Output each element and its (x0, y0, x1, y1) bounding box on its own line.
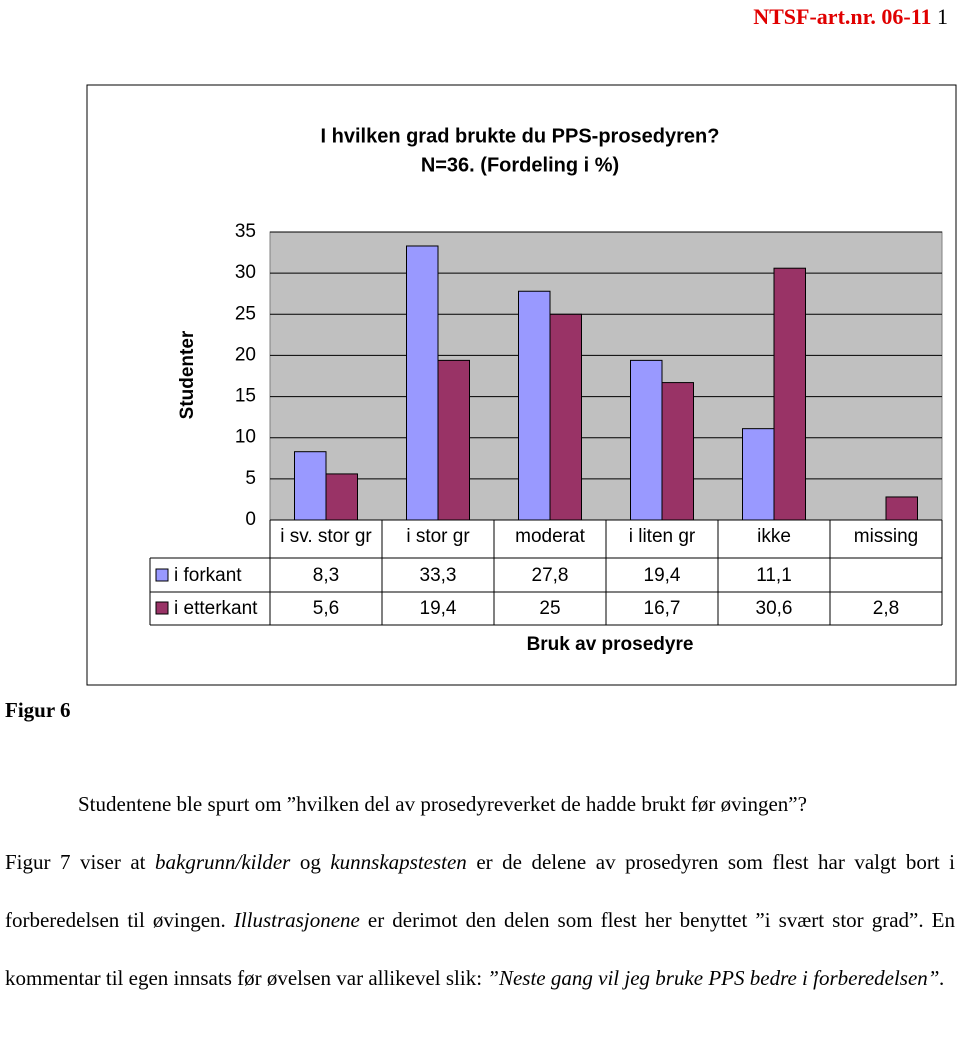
table-value: 19,4 (420, 598, 457, 619)
table-value: 2,8 (873, 598, 899, 619)
text-run: Figur 7 viser at (5, 850, 155, 874)
legend-label: i etterkant (174, 598, 258, 619)
bar (406, 245, 439, 521)
header: NTSF-art.nr. 06-11 1 (753, 4, 948, 30)
text-run: og (290, 850, 331, 874)
y-tick-label: 20 (235, 344, 256, 365)
x-tick-label: i sv. stor gr (280, 526, 372, 547)
paragraph: Figur 7 viser at bakgrunn/kilder og kunn… (5, 833, 955, 1007)
bar (661, 382, 694, 521)
text-run: kunnskapstesten (330, 850, 467, 874)
x-tick-label: i stor gr (406, 526, 470, 547)
bar (885, 496, 918, 521)
y-axis-label: Studenter (177, 330, 198, 419)
text-run: er derimot den delen som flest her benyt… (5, 908, 955, 990)
y-tick-label: 0 (245, 509, 256, 530)
text-run: Illustrasjonene (233, 908, 360, 932)
bar (549, 313, 582, 521)
chart-title: N=36. (Fordeling i %) (421, 154, 619, 176)
y-tick-label: 35 (235, 221, 256, 242)
y-tick-label: 25 (235, 303, 256, 324)
x-tick-label: moderat (515, 526, 585, 547)
y-tick-label: 30 (235, 262, 256, 283)
table-value: 27,8 (532, 565, 569, 586)
y-tick-label: 10 (235, 427, 256, 448)
ref: NTSF-art.nr. 06-11 (753, 4, 932, 29)
table-value: 19,4 (644, 565, 681, 586)
table-value: 25 (539, 598, 560, 619)
text-run: Studentene ble spurt om ”hvilken del av … (78, 792, 807, 816)
table-value: 5,6 (313, 598, 339, 619)
bar (518, 290, 551, 521)
text-run: bakgrunn/kilder (155, 850, 291, 874)
bar (325, 473, 358, 521)
x-tick-label: ikke (757, 526, 791, 547)
x-tick-label: missing (854, 526, 918, 547)
text-run: ”Neste gang vil jeg bruke PPS bedre i fo… (487, 966, 945, 990)
bar (773, 267, 806, 521)
table-value: 11,1 (756, 565, 792, 586)
figure-label: Figur 6 (5, 698, 71, 722)
y-tick-label: 5 (245, 468, 256, 489)
chart: I hvilken grad brukte du PPS-prosedyren?… (86, 84, 957, 686)
bar (437, 359, 470, 521)
bar (294, 451, 327, 521)
page-number: 1 (937, 4, 948, 29)
text-run: er de delene av prosedyren som flest har… (5, 850, 956, 932)
x-axis-label: Bruk av prosedyre (527, 634, 694, 655)
plot-area (269, 231, 943, 521)
legend-key (155, 601, 169, 615)
legend-label: i forkant (174, 565, 242, 586)
bar (742, 428, 775, 521)
bar (630, 359, 663, 521)
body-text: Studentene ble spurt om ”hvilken del av … (5, 775, 955, 1007)
x-tick-label: i liten gr (629, 526, 696, 547)
table-value: 16,7 (644, 598, 681, 619)
legend-key (155, 568, 169, 582)
table-value: 8,3 (313, 565, 339, 586)
table-value: 33,3 (420, 565, 457, 586)
table-value: 30,6 (756, 598, 793, 619)
y-tick-label: 15 (235, 386, 256, 407)
chart-title: I hvilken grad brukte du PPS-prosedyren? (321, 125, 720, 147)
paragraph: Studentene ble spurt om ”hvilken del av … (5, 775, 955, 833)
